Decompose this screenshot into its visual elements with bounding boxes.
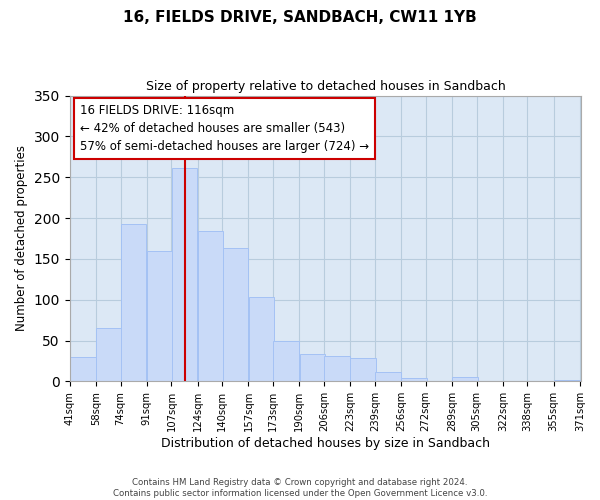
Text: 16 FIELDS DRIVE: 116sqm
← 42% of detached houses are smaller (543)
57% of semi-d: 16 FIELDS DRIVE: 116sqm ← 42% of detache…: [80, 104, 369, 153]
X-axis label: Distribution of detached houses by size in Sandbach: Distribution of detached houses by size …: [161, 437, 490, 450]
Title: Size of property relative to detached houses in Sandbach: Size of property relative to detached ho…: [146, 80, 505, 93]
Bar: [274, 340, 299, 382]
Y-axis label: Number of detached properties: Number of detached properties: [15, 146, 28, 332]
Text: 16, FIELDS DRIVE, SANDBACH, CW11 1YB: 16, FIELDS DRIVE, SANDBACH, CW11 1YB: [123, 10, 477, 25]
Bar: [324, 356, 350, 382]
Bar: [147, 250, 173, 382]
Bar: [172, 168, 197, 382]
Bar: [350, 358, 376, 382]
Bar: [452, 378, 478, 382]
Text: Contains HM Land Registry data © Crown copyright and database right 2024.
Contai: Contains HM Land Registry data © Crown c…: [113, 478, 487, 498]
Bar: [249, 297, 274, 382]
Bar: [375, 372, 401, 382]
Bar: [223, 248, 248, 382]
Bar: [299, 354, 325, 382]
Bar: [121, 224, 146, 382]
Bar: [401, 378, 427, 382]
Bar: [70, 357, 95, 382]
Bar: [554, 380, 580, 382]
Bar: [96, 328, 122, 382]
Bar: [198, 231, 223, 382]
